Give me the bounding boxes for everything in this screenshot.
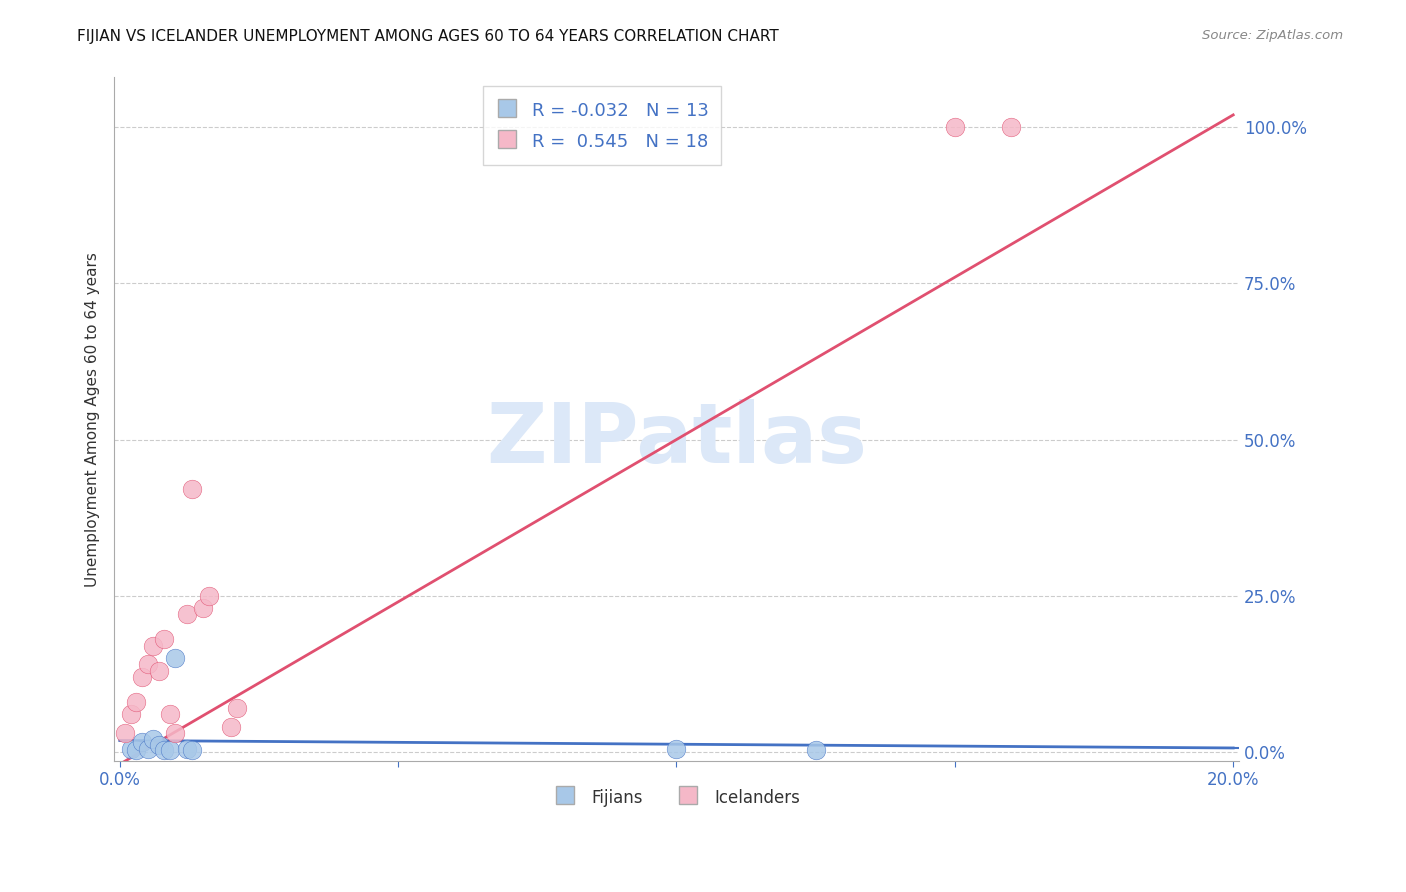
Point [136,657,159,672]
Point [804,743,827,757]
Point [176,741,198,756]
Point [148,664,170,678]
Point [181,743,204,757]
Point [665,741,688,756]
Point [225,701,247,715]
Point [165,651,187,665]
Legend: Fijians, Icelanders: Fijians, Icelanders [546,780,807,814]
Point [1000,120,1022,135]
Y-axis label: Unemployment Among Ages 60 to 64 years: Unemployment Among Ages 60 to 64 years [86,252,100,587]
Point [142,639,165,653]
Point [165,726,187,740]
Point [159,707,181,722]
Point [125,695,148,709]
Point [219,720,242,734]
Point [131,670,153,684]
Point [125,743,148,757]
Point [114,726,136,740]
Point [198,589,221,603]
Point [148,739,170,753]
Text: FIJIAN VS ICELANDER UNEMPLOYMENT AMONG AGES 60 TO 64 YEARS CORRELATION CHART: FIJIAN VS ICELANDER UNEMPLOYMENT AMONG A… [77,29,779,44]
Text: Source: ZipAtlas.com: Source: ZipAtlas.com [1202,29,1343,42]
Point [153,632,176,647]
Point [136,741,159,756]
Point [120,707,142,722]
Point [131,735,153,749]
Point [943,120,966,135]
Point [176,607,198,622]
Point [159,743,181,757]
Point [142,732,165,747]
Point [181,483,204,497]
Point [193,601,215,615]
Point [153,743,176,757]
Text: ZIPatlas: ZIPatlas [486,400,868,480]
Point [120,741,142,756]
